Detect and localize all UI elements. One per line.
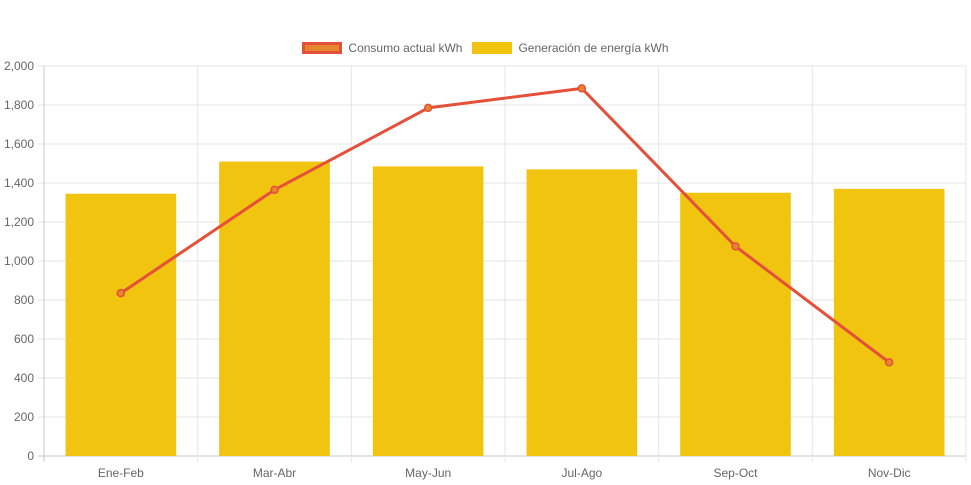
legend-item-consumo[interactable]: Consumo actual kWh (302, 41, 462, 55)
line-consumo[interactable] (119, 86, 891, 364)
bar-generacion[interactable] (372, 166, 484, 457)
bar-generacion[interactable] (219, 161, 330, 457)
point-consumo[interactable] (731, 242, 740, 251)
y-tick-label: 400 (14, 371, 34, 385)
y-tick-label: 1,200 (4, 215, 34, 229)
x-tick-label: May-Jun (405, 466, 451, 480)
y-tick-label: 2,000 (4, 59, 34, 73)
legend-label-consumo: Consumo actual kWh (348, 41, 463, 55)
y-tick-label: 600 (14, 332, 34, 346)
bar-generacion[interactable] (526, 169, 638, 456)
y-tick-label: 1,600 (4, 137, 34, 151)
point-consumo[interactable] (116, 288, 126, 298)
chart-legend: Consumo actual kWh Generación de energía… (0, 41, 971, 55)
x-tick-label: Sep-Oct (713, 466, 758, 480)
legend-item-generacion[interactable]: Generación de energía kWh (472, 41, 669, 55)
y-tick-label: 1,800 (4, 98, 34, 112)
y-tick-label: 800 (14, 293, 34, 307)
x-tick-label: Jul-Ago (561, 466, 602, 480)
bar-generacion[interactable] (680, 192, 791, 456)
point-consumo[interactable] (884, 358, 894, 367)
point-consumo[interactable] (577, 84, 587, 93)
legend-swatch-consumo (302, 42, 343, 54)
point-consumo[interactable] (423, 103, 433, 113)
legend-swatch-generacion (472, 42, 513, 54)
y-tick-label: 200 (14, 410, 34, 424)
y-tick-label: 0 (27, 449, 34, 463)
y-tick-label: 1,000 (4, 254, 34, 268)
x-tick-label: Mar-Abr (253, 466, 296, 480)
legend-label-generacion: Generación de energía kWh (518, 41, 669, 55)
x-tick-label: Nov-Dic (868, 466, 911, 480)
point-consumo[interactable] (270, 185, 279, 195)
bar-generacion[interactable] (65, 193, 177, 456)
y-tick-label: 1,400 (4, 176, 34, 190)
bar-generacion[interactable] (833, 188, 945, 456)
x-tick-label: Ene-Feb (98, 466, 144, 480)
